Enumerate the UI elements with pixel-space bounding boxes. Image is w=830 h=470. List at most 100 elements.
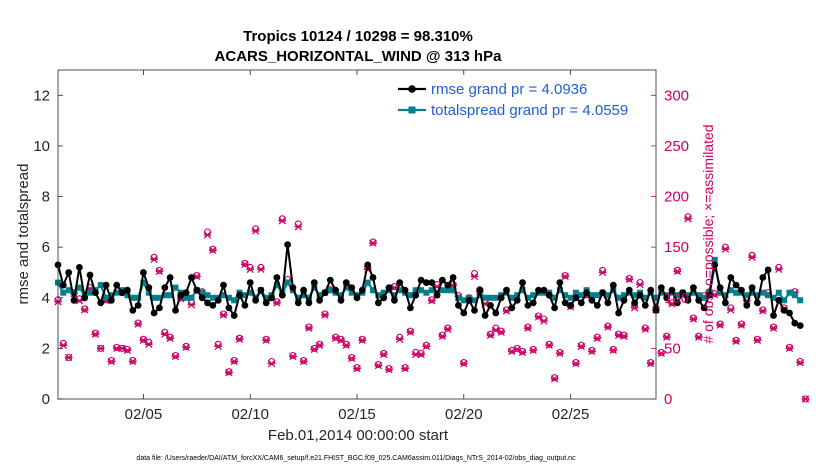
spread-point	[551, 294, 558, 301]
rmse-point	[481, 312, 489, 319]
rmse-point	[561, 299, 569, 307]
spread-point	[749, 289, 756, 296]
spread-point	[701, 294, 708, 301]
rmse-point	[102, 281, 110, 289]
obs-assimilated-point	[540, 317, 548, 325]
spread-point	[621, 292, 627, 299]
obs-possible-point	[641, 324, 649, 332]
obs-assimilated-point	[438, 332, 447, 340]
rmse-point	[641, 302, 649, 309]
obs-assimilated-point	[321, 311, 329, 319]
rmse-point	[177, 291, 185, 299]
y-tick-label: 12	[33, 87, 50, 104]
rmse-point	[97, 299, 105, 307]
y-axis-label: rmse and totalspread	[15, 164, 32, 305]
spread-point	[471, 297, 478, 304]
obs-possible-point	[588, 346, 596, 354]
spread-point	[231, 297, 238, 304]
spread-point	[770, 294, 777, 301]
obs-assimilated-point	[139, 336, 148, 344]
y-tick-label: 0	[42, 391, 50, 408]
spread-point	[487, 294, 494, 301]
data-file-footer: data file: /Users/raeder/DAI/ATM_forcXX/…	[136, 455, 576, 462]
rmse-point	[65, 269, 73, 276]
rmse-point	[791, 319, 799, 327]
obs-assimilated-point	[385, 365, 393, 374]
spread-point	[615, 294, 622, 301]
rmse-point	[679, 289, 687, 297]
obs-possible-point	[716, 320, 724, 328]
spread-point	[199, 289, 206, 296]
rmse-point	[620, 296, 628, 304]
spread-point	[375, 292, 382, 299]
rmse-point	[134, 302, 142, 309]
spread-point	[108, 292, 115, 299]
obs-assimilated-point	[497, 328, 505, 336]
rmse-point	[385, 284, 393, 291]
obs-assimilated-point	[443, 325, 452, 333]
spread-point	[113, 289, 120, 296]
obs-possible-point	[422, 341, 430, 349]
spread-point	[711, 256, 718, 263]
spread-point	[145, 289, 152, 296]
rmse-point	[567, 302, 574, 309]
rmse-point	[433, 291, 441, 299]
obs-possible-point	[609, 345, 617, 353]
rmse-point	[156, 304, 163, 312]
obs-possible-point	[673, 266, 681, 274]
obs-assimilated-point	[273, 299, 281, 307]
spread-point	[727, 287, 734, 294]
rmse-point	[182, 289, 190, 297]
rmse-point	[358, 286, 366, 294]
obs-possible-point	[647, 359, 655, 367]
spread-point	[129, 294, 136, 301]
obs-possible-point	[593, 333, 601, 341]
spread-point	[412, 287, 419, 294]
obs-possible-point	[401, 364, 409, 372]
obs-assimilated-point	[577, 342, 586, 351]
obs-possible-point	[342, 340, 350, 348]
spread-point	[273, 282, 280, 289]
plot-area	[58, 70, 656, 399]
spread-point	[567, 294, 574, 301]
spread-point	[562, 292, 569, 299]
obs-possible-point	[759, 306, 767, 314]
rmse-point	[492, 309, 500, 317]
y2-axis-label: # of obs: o=possible; ×=assimilated	[700, 124, 716, 343]
spread-point	[423, 289, 430, 296]
rmse-point	[124, 286, 131, 294]
obs-possible-point	[171, 351, 180, 360]
spread-point	[60, 289, 67, 296]
rmse-point	[342, 279, 350, 286]
rmse-point	[118, 289, 126, 297]
spread-point	[508, 294, 515, 301]
rmse-point	[92, 289, 99, 297]
obs-assimilated-point	[209, 246, 217, 254]
spread-point	[444, 287, 451, 294]
obs-possible-point	[155, 266, 163, 274]
obs-possible-point	[209, 245, 217, 253]
spread-point	[733, 289, 740, 296]
legend: rmse grand pr = 4.0936 totalspread grand…	[398, 81, 628, 119]
y2-tick-label: 250	[664, 138, 689, 155]
rmse-point	[417, 276, 425, 284]
rmse-point	[668, 286, 676, 294]
rmse-point	[524, 302, 532, 309]
rmse-point	[743, 302, 751, 309]
rmse-point	[188, 274, 195, 281]
rmse-point	[545, 291, 553, 299]
obs-assimilated-point	[609, 346, 618, 355]
rmse-point	[577, 299, 585, 307]
rmse-point	[460, 309, 468, 317]
obs-possible-point	[524, 323, 532, 331]
obs-assimilated-point	[219, 311, 228, 319]
obs-possible-point	[625, 274, 633, 283]
y-tick-label: 8	[42, 189, 50, 206]
rmse-point	[625, 286, 633, 294]
obs-assimilated-point	[171, 352, 180, 361]
legend-spread-label: totalspread grand pr = 4.0559	[431, 102, 628, 119]
obs-possible-point	[139, 335, 147, 343]
rmse-point	[732, 281, 740, 289]
rmse-point	[59, 281, 67, 289]
obs-assimilated-point	[59, 341, 68, 349]
